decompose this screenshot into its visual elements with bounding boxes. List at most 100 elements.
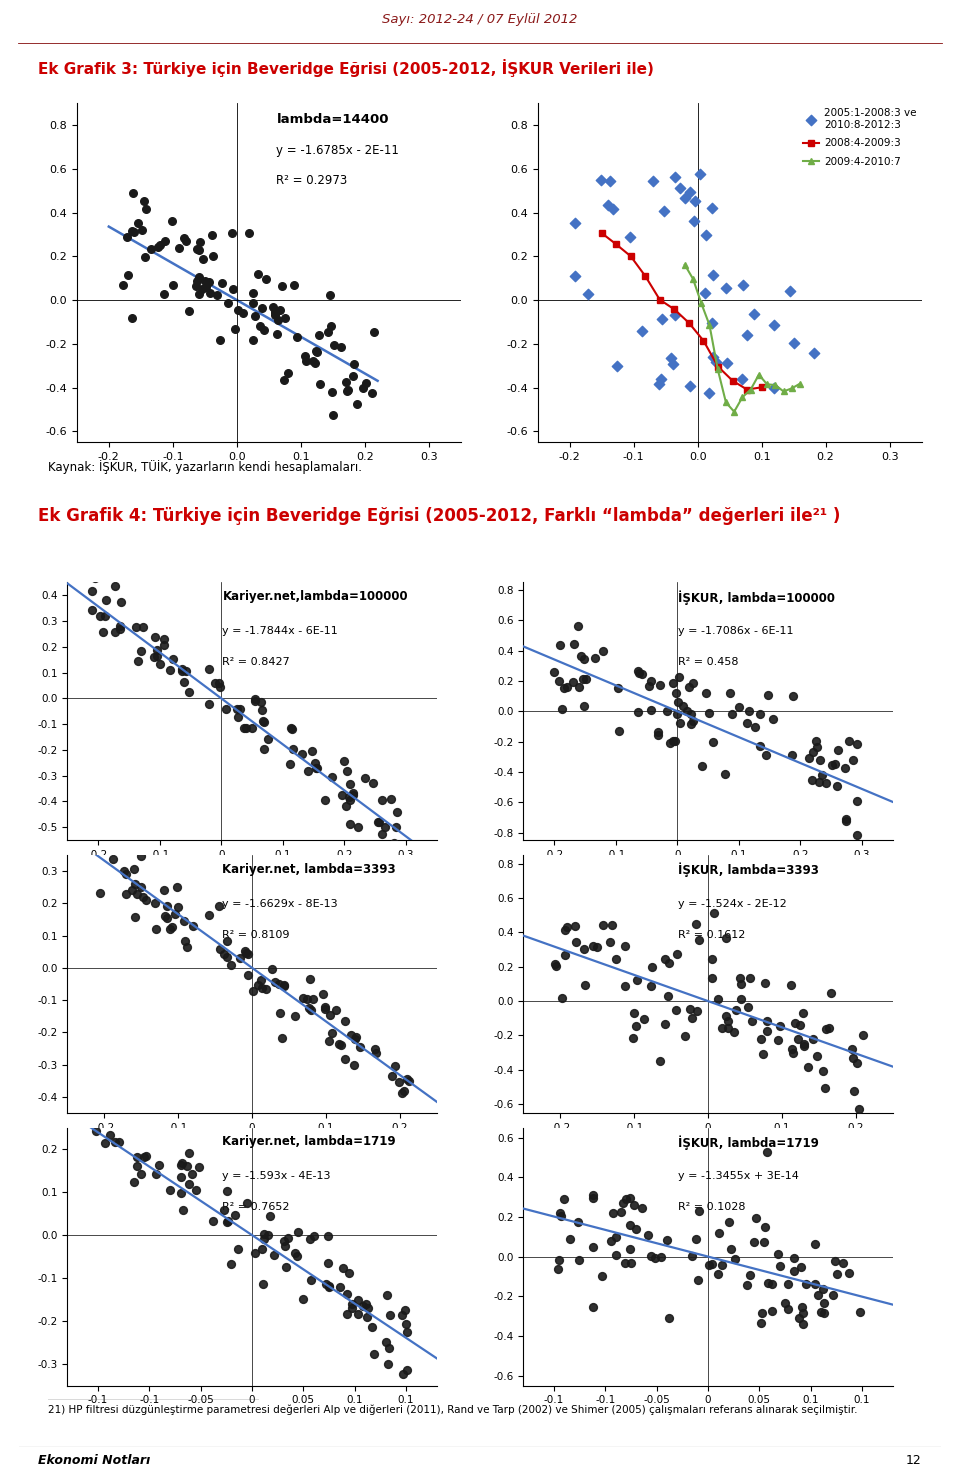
Text: y = -1.6629x - 8E-13: y = -1.6629x - 8E-13 [223, 899, 338, 909]
Point [668, 730, 684, 753]
Point [657, 1013, 672, 1036]
Point [732, 967, 748, 991]
Point [227, 1203, 242, 1226]
Point [307, 752, 323, 775]
Point [749, 1206, 764, 1229]
Point [628, 1218, 643, 1241]
Point [108, 621, 123, 644]
2005:1-2008:3 ve
2010:8-2012:3 [697, 282, 712, 305]
Point [333, 1033, 348, 1057]
Point [280, 1226, 296, 1250]
Point [754, 1027, 769, 1051]
Point [221, 292, 236, 315]
Point [702, 702, 717, 725]
Point [294, 743, 309, 766]
Point [148, 1162, 163, 1185]
Point [189, 237, 204, 261]
Point [653, 674, 668, 697]
Point [322, 283, 337, 307]
Point [852, 1300, 868, 1324]
Point [238, 716, 253, 740]
Point [643, 699, 659, 722]
2005:1-2008:3 ve
2010:8-2012:3 [677, 187, 692, 211]
2009:4-2010:7 [729, 402, 740, 420]
2008:4-2009:3 [596, 224, 608, 242]
Point [571, 1248, 587, 1272]
Point [112, 616, 128, 640]
Point [623, 1251, 638, 1275]
Point [814, 1300, 829, 1324]
Point [216, 942, 231, 965]
Point [138, 887, 154, 911]
2009:4-2010:7 [679, 256, 690, 274]
Point [808, 730, 824, 753]
Point [380, 1352, 396, 1375]
Point [576, 937, 591, 961]
Point [256, 710, 272, 734]
Point [372, 811, 387, 834]
Point [169, 874, 184, 898]
Point [97, 1131, 112, 1154]
Point [838, 809, 853, 833]
Point [212, 329, 228, 352]
Point [589, 936, 605, 960]
Point [688, 912, 704, 936]
Point [324, 1021, 340, 1045]
Point [276, 973, 292, 996]
Point [162, 1178, 178, 1201]
Point [126, 221, 141, 245]
Point [260, 727, 276, 750]
Point [829, 774, 845, 797]
2008:4-2009:3 [611, 236, 622, 254]
Point [347, 352, 362, 376]
Point [346, 1054, 361, 1077]
Point [760, 1271, 776, 1294]
Point [608, 946, 623, 970]
Point [180, 680, 196, 703]
Point [617, 935, 633, 958]
Point [212, 675, 228, 699]
Point [358, 1291, 373, 1315]
Point [364, 1315, 379, 1338]
Point [299, 349, 314, 373]
Point [350, 1302, 366, 1325]
Point [575, 668, 590, 691]
Point [212, 893, 228, 917]
Point [764, 1272, 780, 1296]
Point [333, 335, 348, 358]
Text: y = -1.524x - 2E-12: y = -1.524x - 2E-12 [679, 899, 787, 909]
Point [339, 759, 354, 783]
Point [343, 812, 358, 836]
Point [804, 768, 820, 792]
Point [284, 716, 300, 740]
Point [165, 273, 180, 296]
Point [784, 743, 800, 766]
Point [852, 1098, 867, 1122]
Point [748, 715, 763, 738]
2005:1-2008:3 ve
2010:8-2012:3 [567, 211, 583, 234]
Point [802, 746, 817, 769]
Point [836, 1251, 852, 1275]
Point [254, 976, 270, 999]
Point [289, 326, 304, 349]
Point [694, 755, 709, 778]
2008:4-2009:3 [668, 301, 680, 318]
Point [290, 1244, 305, 1268]
Text: Ek Grafik 3: Türkiye için Beveridge Eğrisi (2005-2012, İŞKUR Verileri ile): Ek Grafik 3: Türkiye için Beveridge Eğri… [38, 59, 655, 77]
Point [286, 274, 301, 298]
Point [849, 790, 864, 814]
Point [395, 1080, 410, 1104]
Point [815, 762, 830, 786]
Point [255, 709, 271, 733]
Point [772, 1014, 787, 1038]
Point [785, 1041, 801, 1064]
Point [658, 948, 673, 971]
2005:1-2008:3 ve
2010:8-2012:3 [698, 223, 713, 246]
Point [303, 1268, 319, 1291]
2005:1-2008:3 ve
2010:8-2012:3 [634, 320, 649, 343]
Point [683, 998, 698, 1021]
Point [157, 904, 173, 927]
Point [191, 1156, 206, 1179]
Point [173, 1154, 188, 1178]
Point [807, 1272, 823, 1296]
